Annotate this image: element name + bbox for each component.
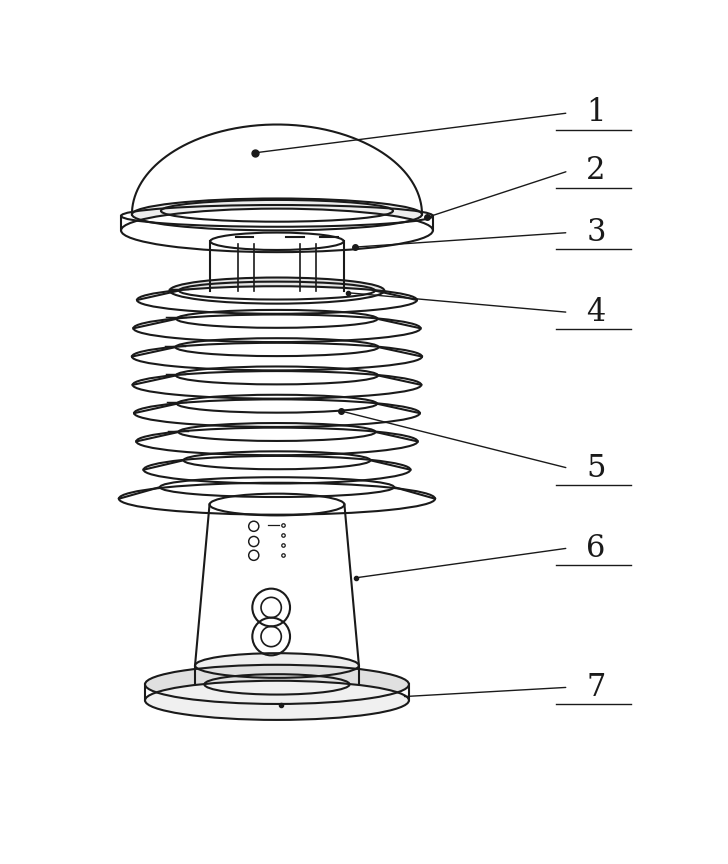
Text: 7: 7 <box>586 672 606 702</box>
Text: 3: 3 <box>586 217 606 248</box>
Ellipse shape <box>145 664 409 704</box>
Ellipse shape <box>170 277 384 303</box>
Text: 6: 6 <box>586 532 606 563</box>
Ellipse shape <box>133 314 421 342</box>
Text: 4: 4 <box>587 297 606 327</box>
Ellipse shape <box>132 199 422 231</box>
Ellipse shape <box>145 681 409 720</box>
Ellipse shape <box>137 286 417 314</box>
Ellipse shape <box>210 493 344 516</box>
Text: 1: 1 <box>586 98 606 129</box>
Ellipse shape <box>132 371 422 398</box>
Ellipse shape <box>132 343 422 371</box>
Text: 5: 5 <box>586 453 606 484</box>
Ellipse shape <box>121 208 433 252</box>
Ellipse shape <box>134 399 420 427</box>
Ellipse shape <box>119 483 435 515</box>
Text: 2: 2 <box>586 156 606 187</box>
Ellipse shape <box>143 456 411 484</box>
Ellipse shape <box>195 653 359 678</box>
Ellipse shape <box>136 428 418 455</box>
